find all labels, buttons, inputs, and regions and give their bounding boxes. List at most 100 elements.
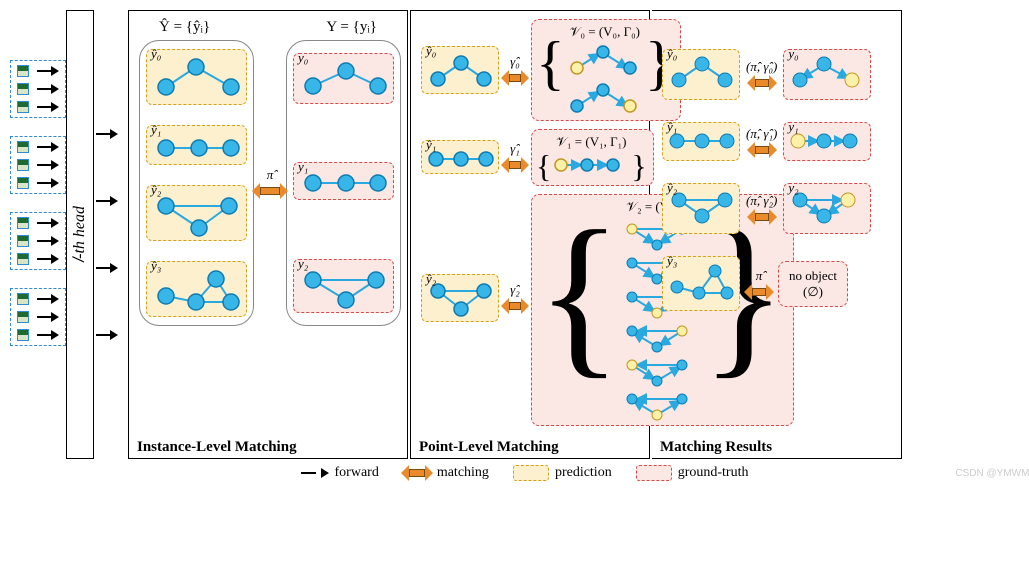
matching-arrow-icon: [749, 75, 775, 91]
result-row: ŷ₃ π̂ no object (∅): [662, 256, 891, 311]
ground-truth-column: y₀ y₁: [286, 40, 401, 326]
prediction-item: ŷ₃: [146, 261, 247, 317]
no-object-box: no object (∅): [778, 261, 848, 307]
panel-title: Instance-Level Matching: [137, 439, 297, 456]
yhat-header: Ŷ = {ŷᵢ}: [159, 19, 210, 36]
point-level-row: ŷ₁ γ̂₁ 𝒱₁ = (V₁, Γ₁) {: [421, 129, 639, 186]
gamma-label: γ̂₁: [510, 141, 520, 157]
input-token: [17, 83, 29, 95]
legend-ground-truth: ground-truth: [678, 465, 749, 481]
head-output-arrows: [96, 10, 126, 459]
item-label: ŷ₂: [667, 180, 677, 196]
item-label: ŷ₁: [426, 137, 436, 153]
graph-icon: [298, 56, 393, 101]
item-label: y₀: [788, 46, 798, 62]
graph-icon: [151, 52, 246, 102]
pihat-center: π̂: [254, 40, 286, 326]
forward-arrow-icon: [37, 236, 59, 246]
graph-icon: [151, 128, 246, 162]
forward-arrow-icon: [96, 263, 118, 273]
graph-icon: [667, 259, 737, 303]
prediction-item: ŷ₃: [662, 256, 740, 311]
point-level-row: ŷ₂ γ̂₂ 𝒱₂ = (V₂, Γ₂): [421, 194, 639, 426]
pair-label: π̂: [756, 268, 763, 284]
input-token: [17, 329, 29, 341]
forward-arrow-icon: [37, 102, 59, 112]
panel-title: Point-Level Matching: [419, 439, 559, 456]
matching-arrow-icon: [503, 157, 527, 173]
graph-icon: [298, 165, 393, 197]
graph-icon: [551, 152, 631, 178]
graph-icon: [426, 49, 496, 91]
ground-truth-swatch: [636, 465, 672, 481]
input-token: [17, 293, 29, 305]
graph-icon: [788, 52, 868, 92]
forward-arrow-icon: [96, 330, 118, 340]
prediction-item: ŷ₀: [146, 49, 247, 105]
graph-icon: [788, 125, 868, 153]
panel-instance-level: Ŷ = {ŷᵢ} Y = {yᵢ} ŷ₀ ŷ₁: [128, 10, 408, 459]
forward-arrow-icon: [37, 294, 59, 304]
v-label: 𝒱₁ = (V₁, Γ₁): [536, 134, 647, 150]
brace-icon: {: [536, 217, 622, 421]
forward-arrow-icon: [96, 196, 118, 206]
prediction-item: ŷ₁: [421, 140, 499, 174]
brace-icon: {: [536, 42, 565, 116]
result-row: ŷ₀ (π̂, γ̂₀) y₀: [662, 49, 891, 100]
brace-icon: {: [536, 152, 551, 181]
forward-arrow-icon: [37, 178, 59, 188]
graph-icon: [667, 186, 737, 226]
ground-truth-item: y₀: [783, 49, 871, 100]
no-object-label: no object (∅): [789, 268, 837, 299]
head-box: 𝑙-th head: [66, 10, 94, 459]
matching-arrow-icon: [254, 183, 286, 199]
item-label: y₀: [298, 50, 308, 66]
item-label: ŷ₃: [151, 258, 161, 274]
ground-truth-item: y₁: [293, 162, 394, 200]
item-label: ŷ₀: [151, 46, 161, 62]
result-row: ŷ₁ (π̂, γ̂₁) y₁: [662, 122, 891, 161]
panel-matching-results: ŷ₀ (π̂, γ̂₀) y₀ ŷ₁ (π̂, γ̂₁): [652, 10, 902, 459]
prediction-item: ŷ₂: [421, 274, 499, 322]
input-group: [10, 212, 66, 270]
predictions-column: ŷ₀ ŷ₁: [139, 40, 254, 326]
inputs-column: [10, 10, 66, 459]
pair-label: (π̂, γ̂₁): [746, 126, 777, 142]
prediction-item: ŷ₂: [662, 183, 740, 234]
matching-arrow-icon: [503, 70, 527, 86]
prediction-item: ŷ₁: [662, 122, 740, 161]
input-group: [10, 288, 66, 346]
graph-icon: [298, 262, 393, 310]
matching-arrow-icon: [503, 298, 527, 314]
ground-truth-item: y₂: [293, 259, 394, 313]
pihat-label: π̂: [267, 167, 274, 183]
brace-icon: }: [631, 152, 646, 181]
forward-arrow-icon: [301, 468, 329, 478]
item-label: ŷ₃: [667, 253, 677, 269]
gamma-label: γ̂₀: [510, 54, 520, 70]
input-token: [17, 101, 29, 113]
legend-matching: matching: [437, 465, 489, 481]
panel-point-level: ŷ₀ γ̂₀ 𝒱₀ = (V₀, Γ₀): [410, 10, 650, 459]
prediction-item: ŷ₂: [146, 185, 247, 241]
watermark: CSDN @YMWM_: [955, 468, 1029, 479]
ground-truth-item: y₀: [293, 53, 394, 104]
input-token: [17, 253, 29, 265]
prediction-swatch: [513, 465, 549, 481]
item-label: y₂: [298, 256, 308, 272]
matching-arrow-icon: [749, 209, 775, 225]
diagram: 𝑙-th head Ŷ = {ŷᵢ} Y = {yᵢ} ŷ₀: [10, 10, 1029, 459]
head-label: 𝑙-th head: [71, 206, 89, 263]
item-label: y₂: [788, 180, 798, 196]
forward-arrow-icon: [37, 66, 59, 76]
graph-icon: [667, 52, 737, 92]
forward-arrow-icon: [37, 312, 59, 322]
graph-icon: [151, 264, 246, 314]
item-label: ŷ₂: [426, 271, 436, 287]
item-label: ŷ₀: [667, 46, 677, 62]
graph-icon: [151, 188, 246, 238]
item-label: y₁: [788, 119, 798, 135]
forward-arrow-icon: [37, 84, 59, 94]
graph-icon: [565, 42, 645, 78]
matching-arrow-icon: [749, 142, 775, 158]
